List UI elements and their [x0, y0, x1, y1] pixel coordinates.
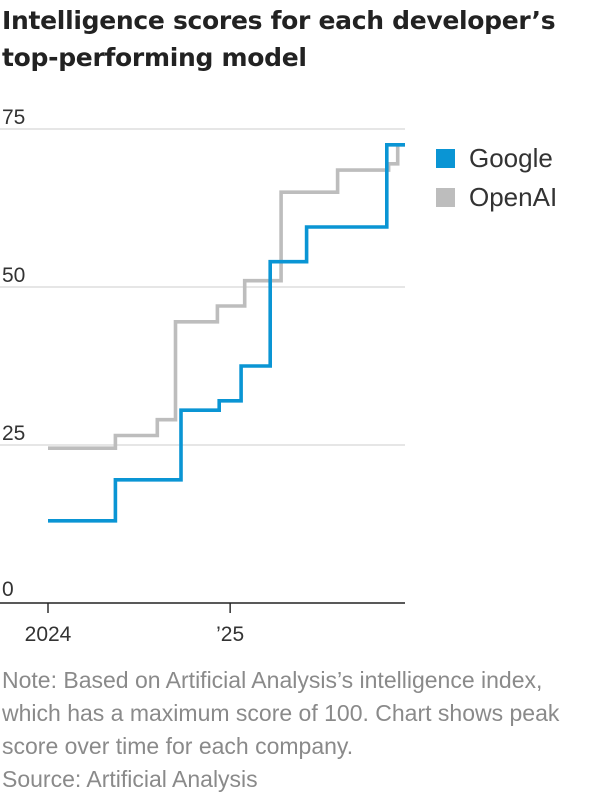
source-text: Source: Artificial Analysis [2, 766, 258, 792]
series-line-openai [48, 143, 405, 450]
y-tick-label-75: 75 [2, 106, 25, 129]
chart-title: Intelligence scores for each developer’s… [2, 6, 556, 72]
series-lines [48, 143, 405, 523]
legend-label-google: Google [469, 143, 553, 173]
x-tick-label-2024: 2024 [25, 623, 72, 646]
x-tick-label-’25: ’25 [216, 623, 244, 646]
y-tick-label-50: 50 [2, 264, 25, 287]
series-line-google [48, 143, 405, 523]
legend-item-google: Google [436, 143, 553, 173]
y-tick-label-25: 25 [2, 422, 25, 445]
chart-svg: 0 25 50 75 2024 ’25 [0, 106, 405, 646]
y-tick-label-0: 0 [2, 578, 14, 601]
gridlines [0, 128, 405, 446]
legend-swatch-openai [436, 187, 455, 207]
legend-item-openai: OpenAI [436, 182, 557, 212]
legend-label-openai: OpenAI [469, 182, 558, 212]
chart-footnote: Note: Based on Artificial Analysis’s int… [2, 664, 598, 796]
y-axis-ticks: 0 25 50 75 [2, 106, 25, 601]
legend-swatch-google [436, 148, 455, 168]
note-text: Note: Based on Artificial Analysis’s int… [2, 667, 560, 759]
x-axis: 2024 ’25 [0, 602, 405, 646]
